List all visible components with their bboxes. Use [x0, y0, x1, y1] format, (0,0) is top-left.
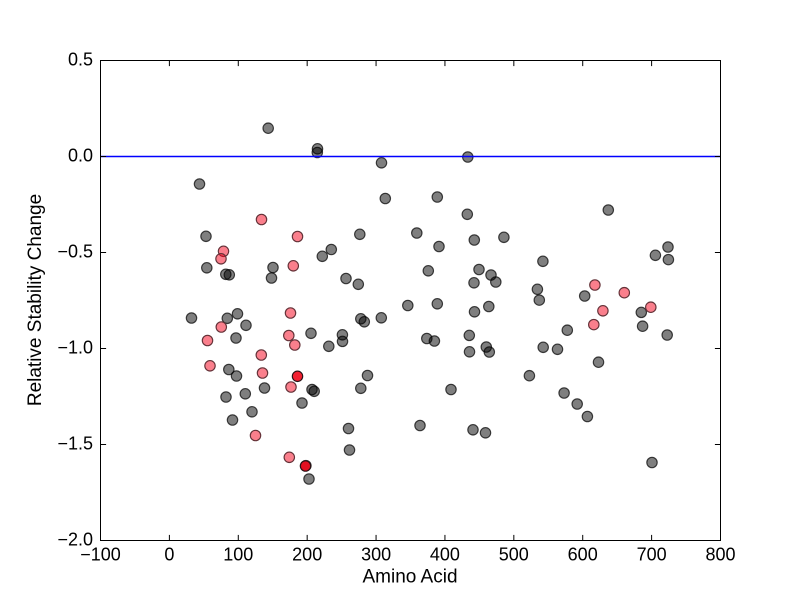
svg-text:0: 0 — [164, 544, 174, 564]
svg-text:−1.5: −1.5 — [57, 434, 93, 454]
svg-text:800: 800 — [705, 544, 735, 564]
svg-text:600: 600 — [568, 544, 598, 564]
svg-text:500: 500 — [499, 544, 529, 564]
svg-text:300: 300 — [361, 544, 391, 564]
svg-text:−1.0: −1.0 — [57, 338, 93, 358]
svg-text:−0.5: −0.5 — [57, 242, 93, 262]
svg-text:−100: −100 — [80, 544, 121, 564]
svg-text:0.0: 0.0 — [68, 146, 93, 166]
svg-text:100: 100 — [223, 544, 253, 564]
svg-text:700: 700 — [637, 544, 667, 564]
svg-text:Amino Acid: Amino Acid — [362, 567, 457, 588]
svg-text:200: 200 — [292, 544, 322, 564]
svg-text:Relative Stability Change: Relative Stability Change — [25, 194, 46, 406]
svg-text:0.5: 0.5 — [68, 50, 93, 70]
svg-text:−2.0: −2.0 — [57, 530, 93, 550]
svg-text:400: 400 — [430, 544, 460, 564]
